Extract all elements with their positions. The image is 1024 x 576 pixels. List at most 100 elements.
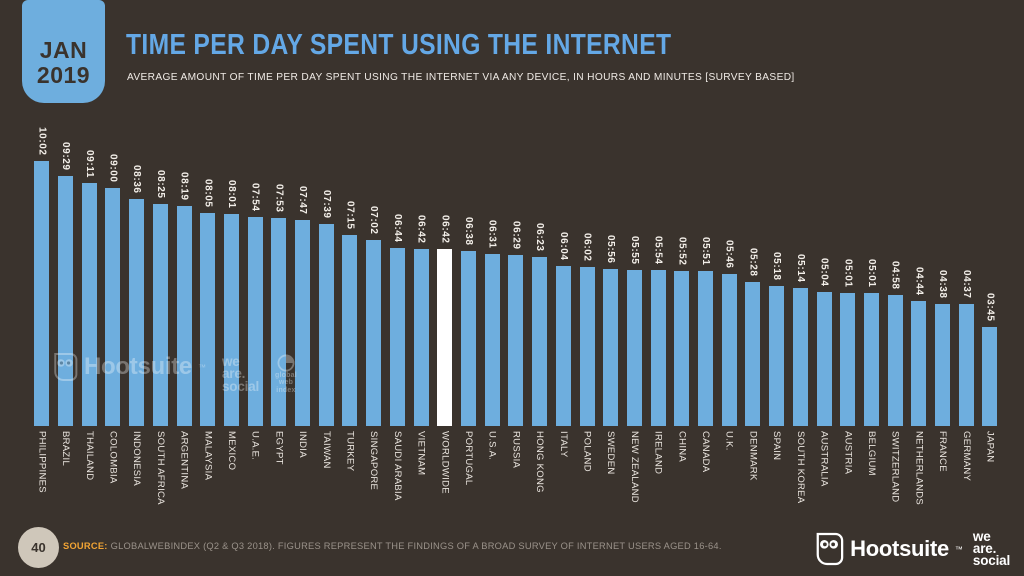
category-label: CHINA <box>676 431 688 463</box>
bar-cell: 04:44 <box>907 267 931 426</box>
bar-value-label: 05:01 <box>842 259 854 288</box>
bar <box>81 183 97 426</box>
bar <box>650 270 666 426</box>
bar-value-label: 04:38 <box>937 270 949 299</box>
bar-cell: 05:28 <box>741 248 765 426</box>
bar <box>863 293 879 426</box>
page-title: TIME PER DAY SPENT USING THE INTERNET <box>126 29 672 61</box>
bar-cell: 05:18 <box>765 252 789 426</box>
bar <box>247 217 263 426</box>
bar-value-label: 07:39 <box>320 190 332 219</box>
category-cell: CANADA <box>694 431 718 523</box>
category-label: INDONESIA <box>131 431 143 486</box>
category-cell: AUSTRIA <box>836 431 860 523</box>
bar-value-label: 08:05 <box>202 179 214 208</box>
badge-year: 2019 <box>36 61 91 88</box>
bar <box>674 271 690 426</box>
bar-cell: 07:39 <box>314 190 338 426</box>
bar-cell: 05:01 <box>836 259 860 426</box>
source-note: SOURCE: GLOBALWEBINDEX (Q2 & Q3 2018). FI… <box>63 541 722 551</box>
bar <box>129 199 145 426</box>
bar-cell: 09:11 <box>77 150 101 426</box>
category-label: BELGIUM <box>865 431 877 476</box>
bar-value-label: 06:04 <box>557 232 569 261</box>
bar <box>911 301 927 426</box>
date-badge: JAN 2019 <box>22 0 105 103</box>
category-cell: POLAND <box>575 431 599 523</box>
bar-cell: 05:01 <box>860 259 884 426</box>
category-label: NEW ZEALAND <box>628 431 640 503</box>
bar-cell: 06:38 <box>457 217 481 426</box>
category-cell: U.K. <box>717 431 741 523</box>
category-label: SWITZERLAND <box>889 431 901 503</box>
bar-cell: 05:46 <box>717 240 741 426</box>
hootsuite-owl-icon <box>52 352 78 382</box>
category-cell: BELGIUM <box>860 431 884 523</box>
bar <box>105 188 121 426</box>
bar-value-label: 08:36 <box>131 165 143 194</box>
hootsuite-logo: Hootsuite ™ <box>814 532 963 566</box>
bar <box>200 213 216 426</box>
bar-value-label: 05:46 <box>723 240 735 269</box>
bar <box>223 214 239 426</box>
page-number-badge: 40 <box>18 527 59 568</box>
globalwebindex-line: global <box>275 372 297 379</box>
bar-value-label: 03:45 <box>984 293 996 322</box>
bar-value-label: 07:53 <box>273 184 285 213</box>
globalwebindex-line: index <box>276 386 296 394</box>
category-label: PORTUGAL <box>463 431 474 486</box>
wearesocial-line: social <box>221 378 260 394</box>
bar-value-label: 05:54 <box>652 236 664 265</box>
bar-value-label: 05:01 <box>865 259 877 288</box>
wearesocial-line: social <box>972 552 1010 568</box>
bar-cell: 04:38 <box>931 270 955 426</box>
category-cell: PORTUGAL <box>457 431 481 523</box>
category-cell: SPAIN <box>765 431 789 523</box>
category-cell: SINGAPORE <box>362 431 386 523</box>
bar <box>840 293 856 426</box>
category-cell: MALAYSIA <box>196 431 220 523</box>
category-label: VIETNAM <box>415 431 427 476</box>
bar-value-label: 06:38 <box>463 217 474 246</box>
bar-cell: 07:53 <box>267 184 291 426</box>
bar-value-label: 04:58 <box>889 261 901 290</box>
bar-cell: 10:02 <box>30 127 54 426</box>
bar-value-label: 08:25 <box>154 170 166 199</box>
bar-value-label: 04:37 <box>960 270 972 299</box>
category-cell: CHINA <box>670 431 694 523</box>
category-label: MEXICO <box>225 431 237 471</box>
bar-value-label: 05:18 <box>771 252 783 281</box>
category-cell: FRANCE <box>931 431 955 523</box>
bar-cell: 07:54 <box>243 183 267 426</box>
bar <box>366 240 382 426</box>
category-label: NETHERLANDS <box>913 431 925 506</box>
bar-value-label: 06:44 <box>391 214 403 243</box>
bar-cell: 03:45 <box>978 293 1002 426</box>
category-cell: U.A.E. <box>243 431 267 523</box>
bar-value-label: 05:14 <box>794 254 806 283</box>
category-cell: BRAZIL <box>54 431 78 523</box>
footer-logos: Hootsuite ™ we are. social <box>814 528 1010 570</box>
bar-cell: 06:44 <box>386 214 410 426</box>
bar-cell: 06:02 <box>575 233 599 426</box>
category-label: COLOMBIA <box>107 431 119 484</box>
bar-cell: 06:29 <box>504 221 528 426</box>
category-label: GERMANY <box>960 431 972 482</box>
bar-cell: 09:00 <box>101 154 125 426</box>
category-cell: U.S.A. <box>480 431 504 523</box>
bar-value-label: 04:44 <box>913 267 925 296</box>
wearesocial-line: we <box>972 529 991 545</box>
category-cell: ARGENTINA <box>172 431 196 523</box>
bar-cell: 08:05 <box>196 179 220 426</box>
category-cell: WORLDWIDE <box>433 431 457 523</box>
category-label: THAILAND <box>83 431 95 481</box>
bar-cell: 09:29 <box>54 142 78 426</box>
hootsuite-owl-icon <box>814 532 844 566</box>
category-label: MALAYSIA <box>202 431 214 481</box>
bar-cell: 07:02 <box>362 206 386 426</box>
bar <box>626 270 642 426</box>
category-label: SPAIN <box>771 431 783 461</box>
bar-value-label: 07:02 <box>368 206 380 235</box>
bar <box>769 286 785 426</box>
bar-value-label: 06:31 <box>486 220 498 249</box>
